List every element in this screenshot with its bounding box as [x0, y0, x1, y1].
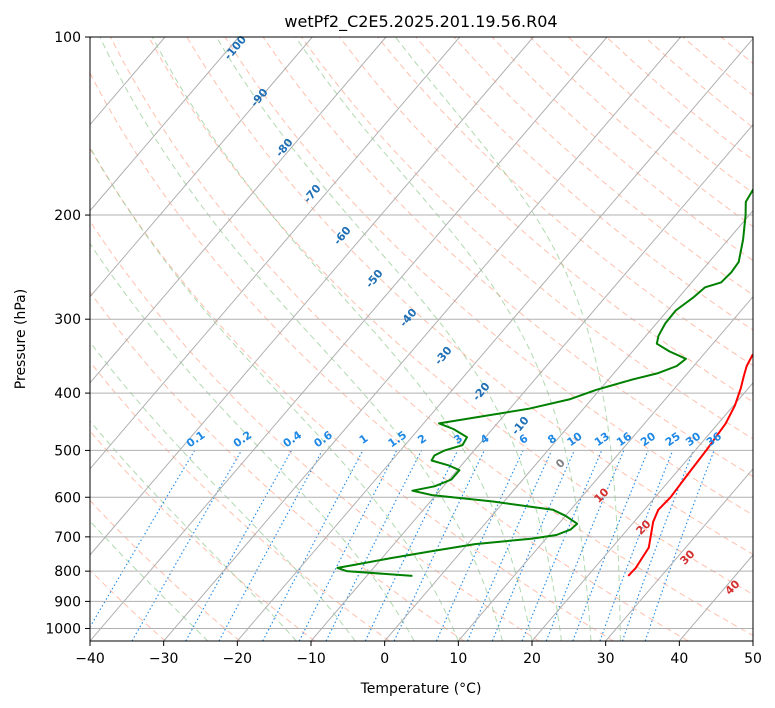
isotherm-line [90, 37, 461, 470]
dry-adiabat [90, 430, 316, 641]
isotherm-line [310, 123, 753, 641]
isotherm-line [531, 382, 753, 641]
dry-adiabat [224, 37, 753, 516]
x-tick-label: 30 [597, 651, 615, 667]
grid-layer [90, 37, 753, 641]
moist-adiabat [295, 37, 592, 641]
dry-adiabat [90, 147, 614, 641]
x-tick-label: 20 [523, 651, 541, 667]
isotherm-line [384, 209, 753, 641]
y-tick-label: 400 [54, 386, 81, 402]
y-tick-label: 500 [54, 443, 81, 459]
isotherm-line [90, 37, 240, 212]
mixing-ratio-line [545, 450, 625, 641]
isotherm-line [90, 37, 608, 641]
dry-adiabat [300, 37, 753, 440]
dry-adiabat [90, 291, 465, 641]
x-tick-label: −30 [149, 651, 179, 667]
moist-adiabat [395, 37, 621, 641]
dry-adiabat [90, 72, 689, 641]
x-tick-label: 10 [449, 651, 467, 667]
moist-adiabat [90, 146, 459, 641]
y-tick-label: 800 [54, 564, 81, 580]
dry-adiabat [90, 361, 390, 641]
mixing-ratio-line [644, 450, 715, 641]
y-tick-label: 300 [54, 312, 81, 328]
isotherm-line [90, 37, 387, 384]
mixing-ratio-line [218, 450, 323, 641]
mixing-ratio-line [521, 450, 603, 641]
dry-adiabat [262, 37, 753, 478]
dry-adiabat [90, 569, 166, 641]
mixing-ratio-line [435, 450, 524, 641]
x-tick-label: −40 [75, 651, 105, 667]
y-tick-label: 900 [54, 594, 81, 610]
dry-adiabat [90, 499, 241, 641]
moist-adiabat [90, 341, 356, 641]
moist-adiabat [215, 37, 562, 641]
x-axis-label: Temperature (°C) [360, 681, 482, 697]
mixing-ratio-line [325, 450, 422, 641]
x-tick-label: 50 [744, 651, 762, 667]
x-tick-label: −10 [296, 651, 326, 667]
axes-layer: −40 −30 −20 −10 0 10 20 30 40 50 100 200 300 400 500 60… [45, 30, 762, 667]
y-tick-label: 700 [54, 530, 81, 546]
isotherm-line [605, 468, 753, 641]
dry-adiabat [186, 37, 753, 555]
mixing-ratio-line [185, 450, 292, 641]
temperature-line [627, 353, 753, 577]
dewpoint-line [336, 187, 753, 577]
y-tick-label: 1000 [45, 621, 81, 637]
isotherm-line [163, 37, 682, 641]
moist-adiabat [151, 37, 533, 641]
chart-title: wetPf2_C2E5.2025.201.19.56.R04 [284, 12, 557, 32]
dry-adiabat [148, 37, 753, 595]
mixing-ratio-line [599, 450, 674, 641]
dry-adiabat [90, 220, 540, 641]
isotherm-line [90, 37, 313, 298]
mixing-ratio-line [466, 450, 553, 641]
x-tick-label: 0 [380, 651, 389, 667]
moist-adiabat [90, 420, 297, 641]
y-tick-label: 200 [54, 208, 81, 224]
mixing-ratio-line [621, 450, 694, 641]
x-tick-label: 40 [670, 651, 688, 667]
isotherm-line [236, 37, 753, 641]
series-layer [336, 187, 753, 577]
x-tick-label: −20 [223, 651, 253, 667]
dry-adiabat [453, 37, 753, 296]
y-tick-label: 100 [54, 30, 81, 46]
isotherm-line [90, 37, 534, 556]
isotherm-line [457, 295, 753, 641]
mixing-ratio-line [298, 450, 398, 641]
plot-frame [89, 36, 754, 642]
moist-adiabat [99, 37, 503, 641]
y-tick-label: 600 [54, 490, 81, 506]
y-axis-label: Pressure (hPa) [13, 289, 29, 389]
mixing-ratio-line [572, 450, 649, 641]
